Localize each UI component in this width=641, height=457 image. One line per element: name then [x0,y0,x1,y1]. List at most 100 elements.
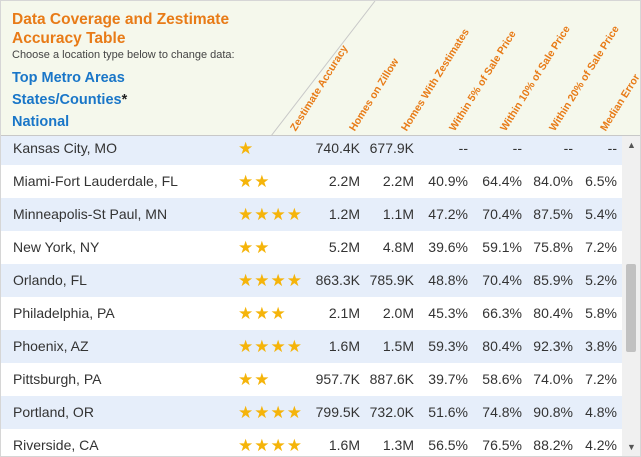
within-5-percent: 56.5% [428,437,468,453]
location-type-top-metro-areas[interactable]: Top Metro Areas [12,70,125,86]
within-20-percent: 92.3% [533,338,573,354]
star-icon: ★ [238,172,254,191]
within-5-percent: 48.8% [428,272,468,288]
scrollbar[interactable]: ▲ ▼ [622,136,640,456]
location-name: Portland, OR [13,404,94,420]
table-body: Kansas City, MO ★ 740.4K 677.9K -- -- -- -- Miam… [1,136,622,456]
location-type-label: States/Counties [12,92,122,108]
within-10-percent: 58.6% [482,371,522,387]
table-row[interactable]: Miami-Fort Lauderdale, FL ★ ★ 2.2M 2.2M 40.9%… [1,165,622,198]
within-20-percent: 84.0% [533,173,573,189]
accuracy-stars: ★ ★ ★ ★ [238,429,303,456]
accuracy-stars: ★ ★ ★ ★ [238,198,303,231]
within-20-percent: 75.8% [533,239,573,255]
homes-with-zestimates: 732.0K [369,404,414,420]
table-row[interactable]: Kansas City, MO ★ 740.4K 677.9K -- -- -- -- [1,136,622,165]
location-name: Miami-Fort Lauderdale, FL [13,173,178,189]
homes-on-zillow: 1.6M [328,338,360,354]
median-error: 6.5% [585,173,617,189]
table-row[interactable]: New York, NY ★ ★ 5.2M 4.8M 39.6% 59.1% 75.8% 7.2… [1,231,622,264]
table-row[interactable]: Phoenix, AZ ★ ★ ★ ★ 1.6M 1.5M 59.3% 80.4% 92.3% 3.… [1,330,622,363]
location-name: Orlando, FL [13,272,87,288]
median-error: 4.2% [585,437,617,453]
location-type-national[interactable]: National [12,114,70,130]
within-5-percent: 39.6% [428,239,468,255]
table-row[interactable]: Pittsburgh, PA ★ ★ 957.7K 887.6K 39.7% 58.6% 74… [1,363,622,396]
within-10-percent: 80.4% [482,338,522,354]
accuracy-stars: ★ ★ ★ ★ [238,396,303,429]
table-row[interactable]: Philadelphia, PA ★ ★ ★ 2.1M 2.0M 45.3% 66.3% 80.… [1,297,622,330]
star-icon: ★ [286,403,302,422]
within-20-percent: 88.2% [533,437,573,453]
star-icon: ★ [286,271,302,290]
within-20-percent: 85.9% [533,272,573,288]
table-row[interactable]: Riverside, CA ★ ★ ★ ★ 1.6M 1.3M 56.5% 76.5% 88.2%… [1,429,622,456]
widget-title: Data Coverage and Zestimate Accuracy Tab… [12,11,230,47]
homes-on-zillow: 957.7K [315,371,360,387]
star-icon: ★ [238,304,254,323]
location-name: Kansas City, MO [13,140,117,156]
median-error: 5.8% [585,305,617,321]
within-5-percent: -- [458,140,468,156]
star-icon: ★ [270,403,286,422]
median-error: -- [607,140,617,156]
star-icon: ★ [238,205,254,224]
star-icon: ★ [270,205,286,224]
within-10-percent: 76.5% [482,437,522,453]
accuracy-stars: ★ ★ ★ ★ [238,264,303,297]
homes-on-zillow: 799.5K [315,404,360,420]
accuracy-stars: ★ ★ [238,165,271,198]
star-icon: ★ [270,271,286,290]
within-20-percent: 90.8% [533,404,573,420]
homes-on-zillow: 2.1M [328,305,360,321]
homes-with-zestimates: 4.8M [382,239,414,255]
star-icon: ★ [238,238,254,257]
within-10-percent: -- [512,140,522,156]
star-icon: ★ [254,436,270,455]
table-row[interactable]: Portland, OR ★ ★ ★ ★ 799.5K 732.0K 51.6% 74.8% 90… [1,396,622,429]
accuracy-stars: ★ [238,136,254,165]
location-type-states-counties[interactable]: States/Counties* [12,92,127,108]
within-20-percent: -- [563,140,573,156]
asterisk-note: * [121,92,128,108]
table-row[interactable]: Orlando, FL ★ ★ ★ ★ 863.3K 785.9K 48.8% 70.4% 85.… [1,264,622,297]
accuracy-stars: ★ ★ ★ ★ [238,330,303,363]
within-5-percent: 51.6% [428,404,468,420]
homes-on-zillow: 1.2M [328,206,360,222]
arrow-up-icon[interactable]: ▲ [627,140,636,150]
star-icon: ★ [286,436,302,455]
location-name: Phoenix, AZ [13,338,89,354]
table-row[interactable]: Minneapolis-St Paul, MN ★ ★ ★ ★ 1.2M 1.1M 47.2%… [1,198,622,231]
homes-on-zillow: 5.2M [328,239,360,255]
location-name: Pittsburgh, PA [13,371,102,387]
scrollbar-thumb[interactable] [626,264,636,352]
homes-with-zestimates: 2.2M [382,173,414,189]
star-icon: ★ [254,172,270,191]
star-icon: ★ [254,238,270,257]
median-error: 5.4% [585,206,617,222]
within-5-percent: 45.3% [428,305,468,321]
star-icon: ★ [270,304,286,323]
homes-on-zillow: 863.3K [315,272,360,288]
median-error: 7.2% [585,239,617,255]
homes-with-zestimates: 785.9K [369,272,414,288]
within-5-percent: 40.9% [428,173,468,189]
median-error: 4.8% [585,404,617,420]
homes-with-zestimates: 1.3M [382,437,414,453]
homes-on-zillow: 2.2M [328,173,360,189]
within-5-percent: 47.2% [428,206,468,222]
header-divider [1,1,640,136]
within-10-percent: 70.4% [482,272,522,288]
star-icon: ★ [238,139,254,158]
star-icon: ★ [286,205,302,224]
homes-with-zestimates: 2.0M [382,305,414,321]
star-icon: ★ [254,205,270,224]
arrow-down-icon[interactable]: ▼ [627,442,636,452]
star-icon: ★ [270,337,286,356]
homes-with-zestimates: 1.5M [382,338,414,354]
table-header: Data Coverage and Zestimate Accuracy Tab… [1,1,640,136]
homes-with-zestimates: 677.9K [369,140,414,156]
within-10-percent: 64.4% [482,173,522,189]
within-10-percent: 59.1% [482,239,522,255]
